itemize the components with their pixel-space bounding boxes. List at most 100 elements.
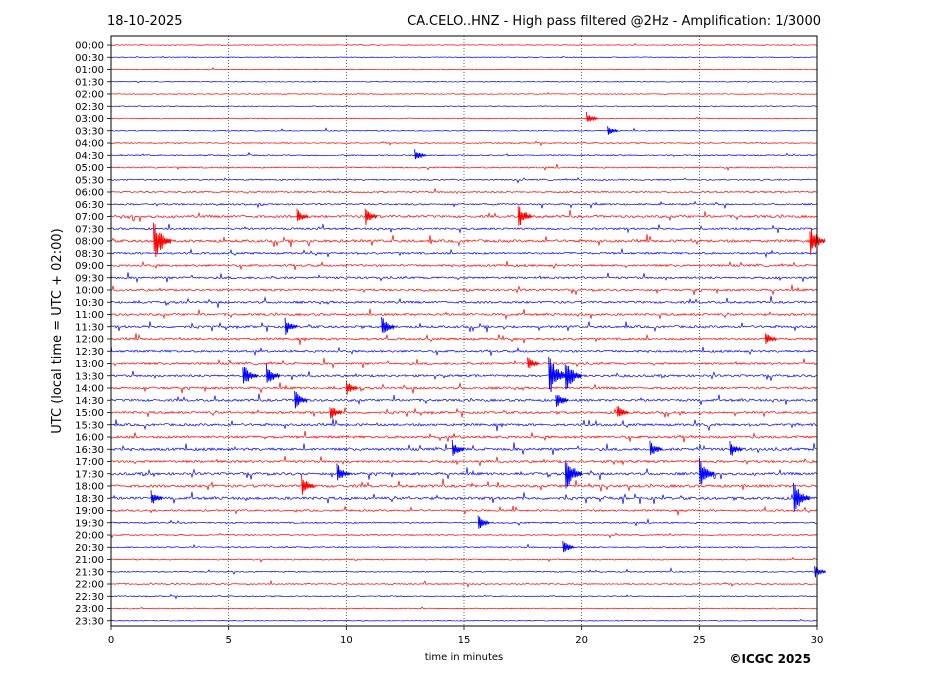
trace-row <box>110 593 818 600</box>
trace-row <box>110 517 817 527</box>
trace-row <box>110 140 818 147</box>
y-tick-label: 16:30 <box>75 445 104 456</box>
x-tick-label: 25 <box>693 635 706 646</box>
y-tick-label: 19:30 <box>75 518 104 529</box>
trace-row <box>110 381 818 394</box>
event-spike <box>517 205 533 226</box>
x-tick-label: 15 <box>458 635 471 646</box>
trace-row <box>110 370 818 381</box>
y-tick-label: 09:00 <box>75 261 104 272</box>
x-tick-label: 5 <box>225 635 231 646</box>
trace-row <box>110 127 818 132</box>
y-tick-label: 12:30 <box>75 347 104 358</box>
y-tick-label: 12:00 <box>75 335 104 346</box>
trace-row <box>110 92 818 95</box>
y-tick-label: 23:30 <box>75 616 104 627</box>
event-spike <box>284 317 298 335</box>
y-tick-label: 08:00 <box>75 237 104 248</box>
chart-date: 18-10-2025 <box>107 14 183 29</box>
y-tick-label: 07:00 <box>75 212 104 223</box>
trace-row <box>110 260 818 271</box>
y-tick-label: 05:00 <box>75 163 104 174</box>
trace-row <box>110 105 817 108</box>
y-tick-label: 17:00 <box>75 457 104 468</box>
trace-row <box>110 567 818 575</box>
y-tick-label: 13:30 <box>75 371 104 382</box>
event-spike <box>814 566 827 578</box>
event-spike <box>585 111 598 122</box>
event-spike <box>364 208 378 225</box>
trace-row <box>110 272 818 284</box>
trace-row <box>110 67 818 71</box>
trace-row <box>110 505 818 516</box>
event-spike <box>649 440 663 456</box>
y-tick-label: 21:00 <box>75 555 104 566</box>
y-tick-label: 14:30 <box>75 396 104 407</box>
y-tick-label: 14:00 <box>75 384 104 395</box>
trace-row <box>110 80 818 84</box>
y-axis-label: UTC (local time = UTC + 02:00) <box>50 228 65 433</box>
y-tick-label: 17:30 <box>75 469 104 480</box>
vertical-grid-lines <box>228 36 700 626</box>
y-tick-label: 22:30 <box>75 592 104 603</box>
trace-row <box>110 248 818 259</box>
trace-row <box>110 430 818 443</box>
event-spike <box>607 126 619 135</box>
trace-row <box>110 295 818 308</box>
trace-row <box>110 606 818 610</box>
trace-row <box>110 358 818 369</box>
seismic-events <box>150 111 827 578</box>
copyright-label: ©ICGC 2025 <box>729 652 811 666</box>
x-tick-label: 20 <box>575 635 588 646</box>
event-spike <box>265 363 281 383</box>
trace-row <box>110 163 817 172</box>
trace-row <box>110 467 818 481</box>
y-tick-label: 11:00 <box>75 310 104 321</box>
trace-row <box>110 556 818 563</box>
trace-row <box>110 321 818 333</box>
y-tick-label: 15:00 <box>75 408 104 419</box>
y-tick-label: 09:30 <box>75 273 104 284</box>
y-tick-label: 01:00 <box>75 65 104 76</box>
y-tick-label: 22:00 <box>75 580 104 591</box>
y-tick-label: 19:00 <box>75 506 104 517</box>
y-tick-label: 18:30 <box>75 494 104 505</box>
event-spike <box>152 222 172 258</box>
event-spike <box>336 463 351 481</box>
event-spike <box>294 390 308 409</box>
trace-row <box>110 284 818 296</box>
seismic-traces <box>110 43 818 622</box>
trace-row <box>110 478 818 492</box>
x-tick-label: 0 <box>108 635 114 646</box>
y-tick-label: 10:00 <box>75 286 104 297</box>
trace-row <box>110 407 818 418</box>
y-tick-label: 16:00 <box>75 433 104 444</box>
y-tick-label: 00:30 <box>75 53 104 64</box>
event-spike <box>698 457 715 485</box>
event-spike <box>414 149 427 160</box>
trace-row <box>110 187 818 195</box>
y-tick-label: 05:30 <box>75 175 104 186</box>
event-spike <box>301 474 315 495</box>
y-tick-label: 02:00 <box>75 90 104 101</box>
y-tick-label: 01:30 <box>75 77 104 88</box>
event-spike <box>150 490 163 504</box>
chart-title: CA.CELO..HNZ - High pass filtered @2Hz -… <box>407 14 821 29</box>
event-spike <box>616 406 629 417</box>
event-spike <box>242 367 258 384</box>
event-spike <box>764 333 777 344</box>
event-spike <box>381 317 395 333</box>
trace-row <box>110 442 818 456</box>
y-tick-label: 10:30 <box>75 298 104 309</box>
event-spike <box>562 540 575 553</box>
event-spike <box>329 407 343 419</box>
y-tick-label: 03:30 <box>75 126 104 137</box>
y-tick-label: 20:00 <box>75 531 104 542</box>
trace-row <box>110 543 818 550</box>
trace-row <box>110 116 818 120</box>
event-spike <box>477 515 490 529</box>
y-tick-label: 06:00 <box>75 188 104 199</box>
trace-row <box>110 308 818 321</box>
trace-row <box>110 333 818 346</box>
